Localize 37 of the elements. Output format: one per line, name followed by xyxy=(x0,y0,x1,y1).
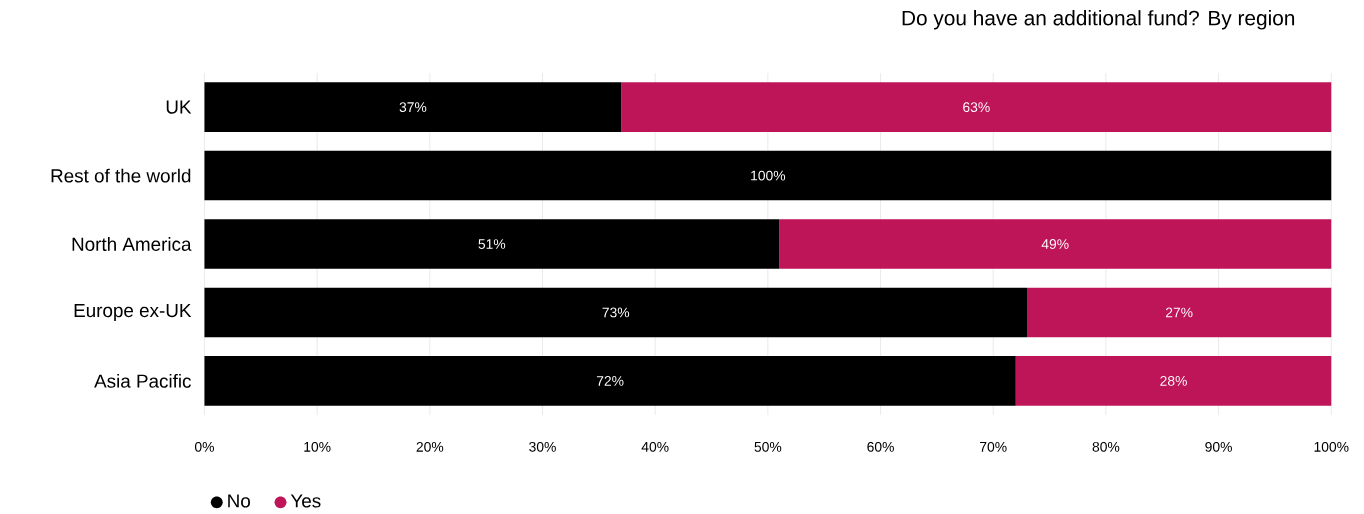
data-label: 72% xyxy=(596,376,624,386)
legend-label: No xyxy=(228,494,250,508)
x-tick-label: 40% xyxy=(641,442,669,452)
data-label: 27% xyxy=(1165,307,1193,318)
bar xyxy=(1027,287,1332,338)
data-label: 49% xyxy=(1041,239,1069,249)
y-tick-label: Asia Pacific xyxy=(94,374,191,388)
y-tick-label: Europe ex-UK xyxy=(74,304,192,321)
data-label: 28% xyxy=(1160,376,1187,386)
bar xyxy=(204,150,1332,201)
data-label: 63% xyxy=(963,102,990,113)
bar xyxy=(204,356,1016,406)
chart-title: Do you have an additional fund? By region xyxy=(902,10,1295,30)
x-tick-label: 90% xyxy=(1205,442,1232,452)
bar xyxy=(204,287,1028,338)
x-tick-label: 70% xyxy=(980,442,1007,452)
y-tick-label: UK xyxy=(166,100,192,114)
x-tick-label: 20% xyxy=(416,442,444,452)
bar xyxy=(621,82,1332,133)
data-label: 100% xyxy=(751,170,786,181)
x-tick-label: 60% xyxy=(867,442,894,452)
data-label: 51% xyxy=(478,239,506,249)
x-tick-label: 30% xyxy=(529,442,556,452)
legend-label: Yes xyxy=(290,494,321,508)
bar xyxy=(1015,356,1332,406)
data-label: 73% xyxy=(602,307,630,318)
bar xyxy=(779,219,1332,269)
data-label: 37% xyxy=(399,102,427,113)
y-tick-label: Rest of the world xyxy=(51,168,191,183)
x-tick-label: 10% xyxy=(304,442,331,452)
bar xyxy=(204,82,622,133)
bar xyxy=(204,219,780,269)
x-tick-label: 50% xyxy=(754,442,782,452)
x-tick-label: 0% xyxy=(194,442,214,452)
x-tick-label: 100% xyxy=(1314,442,1349,452)
y-tick-label: North America xyxy=(72,237,192,252)
x-tick-label: 80% xyxy=(1092,442,1120,452)
